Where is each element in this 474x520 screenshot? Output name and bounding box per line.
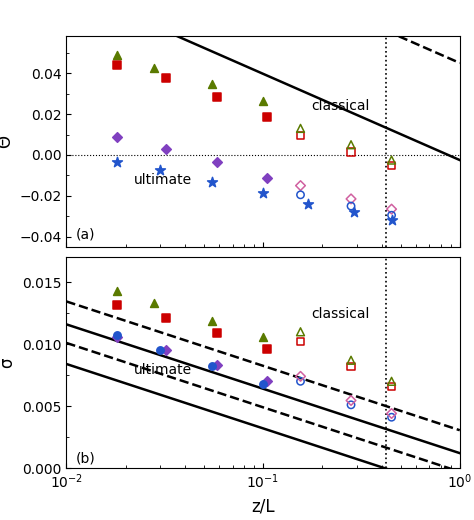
Point	[259, 97, 267, 105]
Point	[350, 208, 358, 216]
Point	[259, 380, 267, 388]
Point	[162, 314, 170, 322]
Y-axis label: Θ: Θ	[0, 135, 14, 148]
Point	[162, 74, 170, 83]
Point	[297, 372, 304, 381]
Text: classical: classical	[311, 307, 369, 321]
Point	[388, 156, 395, 164]
Point	[213, 93, 220, 101]
Point	[208, 362, 216, 371]
Point	[297, 124, 304, 133]
Point	[347, 362, 355, 371]
Y-axis label: σ: σ	[0, 357, 17, 368]
Point	[347, 396, 355, 405]
Point	[156, 346, 164, 355]
Point	[297, 328, 304, 336]
Point	[347, 356, 355, 365]
Point	[113, 61, 120, 69]
Point	[297, 191, 304, 199]
Point	[259, 189, 267, 197]
Text: ultimate: ultimate	[134, 173, 192, 187]
Point	[208, 177, 216, 186]
Point	[388, 161, 395, 170]
Point	[264, 345, 271, 353]
Text: ultimate: ultimate	[134, 363, 192, 377]
Point	[113, 158, 120, 166]
Point	[213, 329, 220, 337]
Point	[156, 166, 164, 174]
Point	[151, 64, 158, 72]
Point	[388, 211, 395, 219]
Point	[259, 333, 267, 341]
Point	[264, 174, 271, 183]
Point	[347, 148, 355, 156]
Point	[213, 158, 220, 166]
Point	[388, 216, 395, 225]
Text: classical: classical	[311, 99, 369, 113]
Point	[305, 200, 312, 208]
Point	[388, 382, 395, 391]
Point	[347, 140, 355, 149]
Point	[388, 413, 395, 421]
Point	[297, 132, 304, 140]
Point	[162, 346, 170, 355]
Point	[388, 377, 395, 385]
Point	[347, 401, 355, 409]
Point	[113, 333, 120, 341]
Point	[113, 301, 120, 309]
Point	[347, 202, 355, 210]
Point	[208, 80, 216, 88]
Point	[151, 299, 158, 307]
Text: (a): (a)	[76, 228, 96, 242]
Point	[297, 181, 304, 190]
Text: (b): (b)	[76, 451, 96, 465]
Point	[347, 195, 355, 203]
Point	[213, 360, 220, 369]
Point	[113, 50, 120, 59]
Point	[388, 205, 395, 213]
Point	[208, 317, 216, 325]
Point	[264, 377, 271, 385]
Point	[297, 337, 304, 346]
Point	[113, 287, 120, 295]
Point	[113, 331, 120, 340]
Point	[297, 377, 304, 385]
Point	[162, 145, 170, 153]
X-axis label: z/L: z/L	[251, 497, 275, 515]
Point	[388, 409, 395, 418]
Point	[264, 113, 271, 121]
Point	[113, 133, 120, 141]
